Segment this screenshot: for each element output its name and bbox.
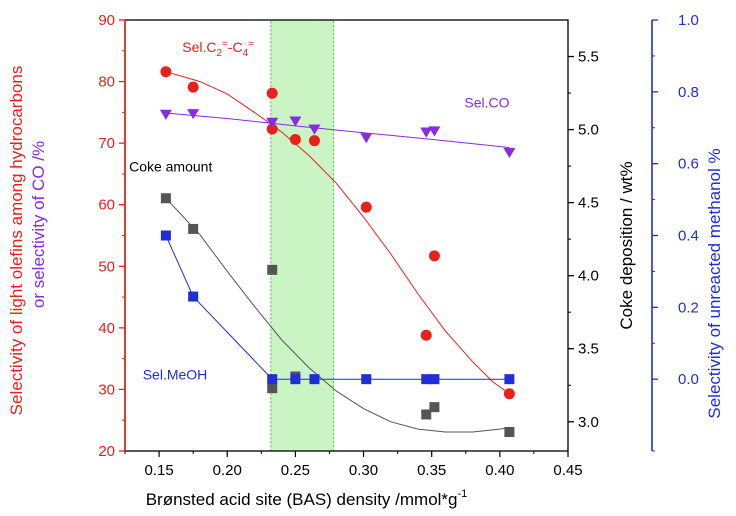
series-fit-line — [165, 112, 510, 148]
data-point — [503, 147, 516, 159]
y-coke-tick-label: 5.0 — [578, 122, 599, 139]
data-point — [267, 383, 278, 394]
data-point — [160, 66, 172, 78]
data-point — [504, 374, 515, 385]
data-point — [266, 87, 278, 99]
y-right-tick-label: 0.8 — [678, 84, 699, 101]
y-right-tick-label: 0.4 — [678, 228, 699, 245]
data-point — [266, 123, 278, 135]
series-fit-line — [165, 235, 510, 380]
data-point — [420, 329, 432, 341]
data-point — [308, 135, 320, 147]
data-point — [187, 109, 200, 120]
y-left-tick-label: 70 — [98, 135, 115, 152]
data-point — [289, 133, 301, 145]
series-fit-line — [165, 197, 510, 433]
data-point — [504, 427, 515, 438]
data-point — [290, 374, 301, 385]
data-point — [360, 201, 372, 213]
annotation-meoh-selectivity: Sel.MeOH — [143, 367, 208, 383]
x-axis-title: Brønsted acid site (BAS) density /mmol*g… — [146, 488, 468, 509]
series-layer — [159, 66, 516, 438]
y-left-tick-label: 90 — [98, 12, 115, 29]
y-left-tick-label: 40 — [98, 320, 115, 337]
data-point — [421, 374, 432, 385]
data-point — [159, 109, 172, 120]
data-point — [308, 124, 321, 135]
y-left-tick-label: 30 — [98, 381, 115, 398]
y-coke-tick-label: 3.0 — [578, 414, 599, 431]
y-left-tick-label: 50 — [98, 258, 115, 275]
annotation-olefin-selectivity: Sel.C2=-C4= — [182, 39, 254, 59]
data-point — [429, 374, 440, 385]
series-fit-line — [165, 71, 510, 395]
annotation-co-selectivity: Sel.CO — [464, 94, 509, 110]
annotation-olefin-part: -C — [228, 39, 243, 55]
y-left-tick-label: 60 — [98, 197, 115, 214]
data-point — [503, 388, 515, 400]
x-axis-title-text: Brønsted acid site (BAS) density /mmol*g — [146, 490, 458, 509]
data-point — [361, 374, 372, 385]
x-tick-label: 0.40 — [485, 462, 514, 479]
x-tick-label: 0.25 — [281, 462, 310, 479]
y-left-tick-label: 20 — [98, 443, 115, 460]
series-group — [160, 193, 515, 438]
y-left-axis-title-line1: Selectivity of light olefins among hydro… — [7, 66, 26, 416]
data-point — [267, 374, 278, 385]
x-tick-label: 0.30 — [349, 462, 378, 479]
y-left-axis-title-line2: or selectivity of CO /% — [29, 141, 48, 308]
x-axis-title-superscript: -1 — [458, 488, 468, 500]
data-point — [428, 250, 440, 262]
data-point — [420, 127, 433, 138]
x-tick-label: 0.35 — [417, 462, 446, 479]
data-point — [429, 402, 440, 413]
data-point — [160, 230, 171, 241]
annotation-olefin-part: = — [222, 39, 228, 50]
data-point — [360, 133, 373, 144]
series-group — [159, 109, 516, 159]
annotation-olefin-part: 4 — [243, 48, 249, 59]
annotation-olefin-part: 2 — [216, 48, 222, 59]
annotation-olefin-part: = — [248, 39, 254, 50]
data-point — [289, 116, 302, 127]
y-right-tick-label: 0.2 — [678, 299, 699, 316]
series-group — [160, 66, 515, 400]
y-coke-tick-label: 4.0 — [578, 268, 599, 285]
data-point — [266, 117, 279, 128]
y-left-tick-label: 80 — [98, 74, 115, 91]
data-point — [421, 409, 432, 420]
data-point — [309, 374, 320, 385]
y-coke-tick-label: 4.5 — [578, 195, 599, 212]
data-point — [428, 126, 441, 137]
y-coke-tick-label: 5.5 — [578, 49, 599, 66]
y-right-tick-label: 1.0 — [678, 12, 699, 29]
data-point — [188, 291, 199, 302]
y-coke-tick-label: 3.5 — [578, 341, 599, 358]
x-tick-label: 0.15 — [144, 462, 173, 479]
data-point — [187, 81, 199, 93]
axis-layer: 0.15 0.20 0.25 0.30 0.35 0.40 0.45 20 30 40 50 60 70… — [98, 12, 699, 479]
x-tick-label: 0.45 — [553, 462, 582, 479]
annotation-coke-amount: Coke amount — [129, 158, 212, 174]
y-right-tick-label: 0.0 — [678, 371, 699, 388]
x-tick-label: 0.20 — [213, 462, 242, 479]
y-coke-axis-title: Coke deposition / wt% — [617, 161, 636, 329]
y-right-axis-title: Selectivity of unreacted methanol % — [705, 148, 724, 418]
series-group — [160, 230, 515, 385]
annotation-olefin-part: Sel.C — [182, 39, 216, 55]
y-right-tick-label: 0.6 — [678, 156, 699, 173]
data-point — [188, 223, 199, 234]
data-point — [267, 264, 278, 275]
highlight-band — [270, 19, 335, 452]
data-point — [160, 193, 171, 204]
